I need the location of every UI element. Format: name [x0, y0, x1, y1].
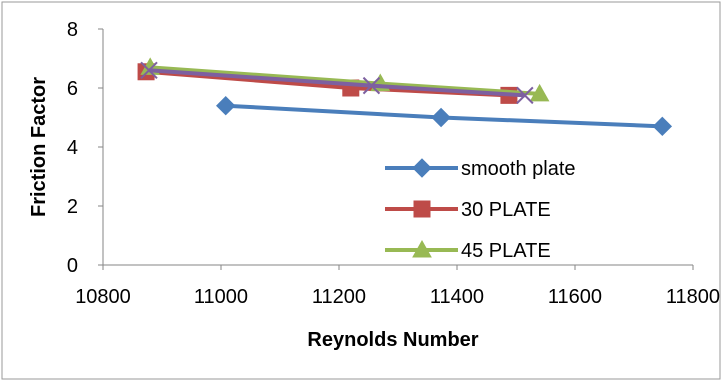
x-tick-label: 11800 [666, 286, 720, 308]
y-tick-labels: 0 2 4 6 8 [67, 19, 103, 277]
x-tick-labels: 10800 11000 11200 11400 11600 11800 [75, 265, 720, 308]
y-axis-label: Friction Factor [28, 77, 50, 217]
x-tick-label: 11200 [312, 286, 366, 308]
legend-marker [412, 239, 432, 258]
series-3 [140, 61, 534, 105]
data-point [431, 107, 451, 128]
data-point [652, 116, 673, 137]
data-point [140, 61, 158, 80]
legend-marker [412, 158, 432, 178]
legend-marker [413, 200, 431, 218]
data-point [216, 95, 236, 116]
series-layer [137, 57, 673, 137]
legend-item: smooth plate [385, 158, 576, 180]
legend-label: 45 PLATE [461, 240, 551, 262]
legend-label: 30 PLATE [461, 199, 551, 221]
legend-item: 30 PLATE [385, 199, 551, 221]
y-tick-label: 6 [67, 78, 78, 100]
y-tick-label: 0 [67, 255, 78, 277]
data-point [529, 83, 550, 102]
legend: smooth plate 30 PLATE 45 PLATE [385, 158, 576, 262]
series-0 [216, 95, 673, 137]
legend-label: smooth plate [461, 158, 576, 180]
x-axis-label: Reynolds Number [307, 329, 478, 351]
x-tick-label: 11000 [194, 286, 248, 308]
x-tick-label: 10800 [75, 286, 131, 308]
x-tick-label: 11600 [548, 286, 602, 308]
data-point [362, 76, 381, 95]
y-tick-label: 4 [67, 137, 78, 159]
x-tick-label: 11400 [430, 286, 484, 308]
y-tick-label: 2 [67, 196, 78, 218]
data-point [516, 86, 534, 105]
y-tick-label: 8 [67, 19, 78, 41]
legend-item: 45 PLATE [385, 239, 551, 262]
